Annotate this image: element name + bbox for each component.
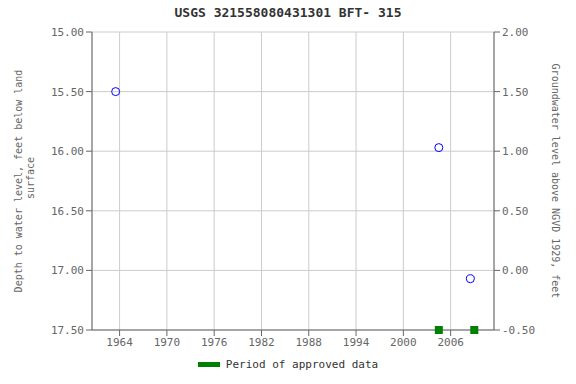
svg-text:1994: 1994 bbox=[343, 336, 370, 349]
svg-text:1.50: 1.50 bbox=[502, 86, 529, 99]
svg-text:0.00: 0.00 bbox=[502, 264, 529, 277]
svg-text:1982: 1982 bbox=[248, 336, 275, 349]
svg-text:2.00: 2.00 bbox=[502, 26, 529, 39]
svg-text:Depth to water level, feet bel: Depth to water level, feet below land su… bbox=[13, 70, 36, 293]
svg-text:15.00: 15.00 bbox=[51, 26, 84, 39]
svg-text:1976: 1976 bbox=[201, 336, 228, 349]
svg-text:2000: 2000 bbox=[390, 336, 417, 349]
svg-text:1.00: 1.00 bbox=[502, 145, 529, 158]
html-text:USGS 321558080431301 BFT- 315: USGS 321558080431301 BFT- 315 bbox=[174, 5, 402, 20]
svg-text:16.50: 16.50 bbox=[51, 205, 84, 218]
svg-text:1988: 1988 bbox=[296, 336, 323, 349]
svg-text:16.00: 16.00 bbox=[51, 145, 84, 158]
svg-text:Groundwater level above NGVD 1: Groundwater level above NGVD 1929, feet bbox=[550, 64, 561, 299]
html-text:Period of approved data: Period of approved data bbox=[225, 358, 379, 371]
svg-text:17.50: 17.50 bbox=[51, 324, 84, 337]
svg-text:0.50: 0.50 bbox=[502, 205, 529, 218]
svg-text:-0.50: -0.50 bbox=[502, 324, 535, 337]
svg-text:2006: 2006 bbox=[437, 336, 464, 349]
svg-text:17.00: 17.00 bbox=[51, 264, 84, 277]
svg-text:1964: 1964 bbox=[106, 336, 133, 349]
svg-text:15.50: 15.50 bbox=[51, 86, 84, 99]
svg-text:1970: 1970 bbox=[154, 336, 181, 349]
